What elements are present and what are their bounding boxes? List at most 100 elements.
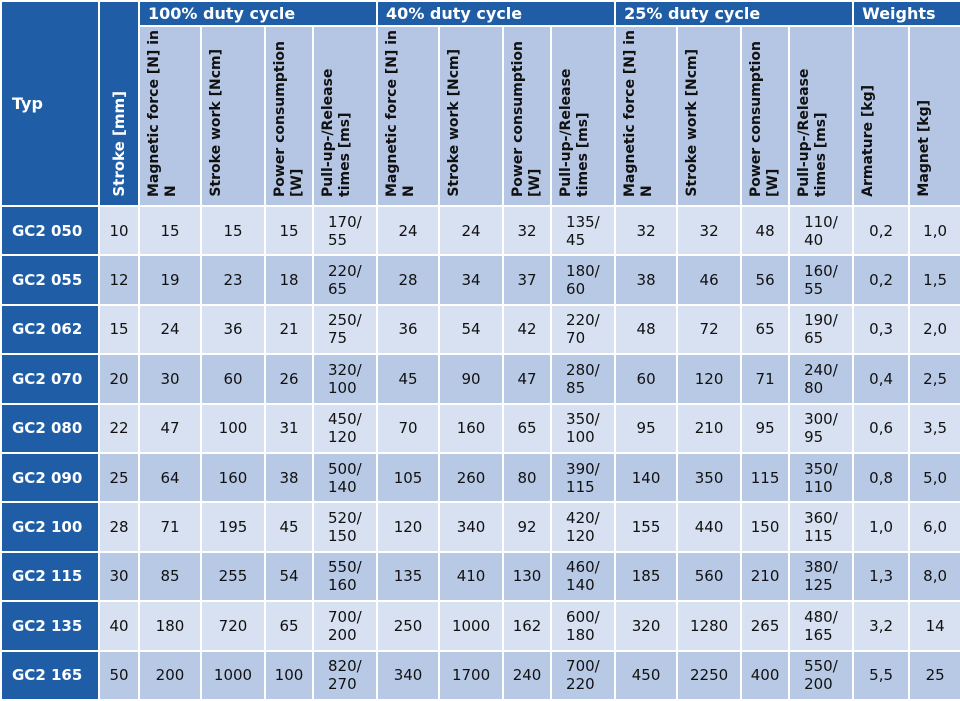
- type-cell: GC2 115: [0, 550, 100, 603]
- magnet-weight-cell: 25: [908, 649, 960, 701]
- stroke-work-cell: 54: [438, 303, 505, 356]
- magnet-weight-cell: 1,5: [908, 254, 960, 306]
- column-header-row: Magnetic force [N] in N Stroke work [Ncm…: [1, 25, 960, 207]
- pull-release-cell: 700/ 200: [311, 600, 379, 652]
- col-header-pull-release-25: Pull-up-/Release times [ms]: [788, 25, 855, 207]
- magnet-weight-cell: 14: [908, 600, 960, 652]
- magnetic-force-cell: 60: [614, 353, 679, 405]
- power-consumption-cell: 130: [502, 550, 553, 603]
- col-header-stroke-work-40: Stroke work [Ncm]: [438, 25, 505, 207]
- stroke-work-cell: 260: [438, 451, 505, 504]
- power-consumption-cell: 80: [502, 451, 553, 504]
- pull-release-cell: 600/ 180: [550, 600, 617, 652]
- stroke-work-cell: 100: [200, 402, 266, 454]
- table-row: GC2 090 25 64 160 38 500/ 140 105 260 80 390/ 115…: [0, 451, 960, 504]
- magnetic-force-cell: 120: [376, 501, 441, 553]
- stroke-cell: 30: [98, 550, 140, 603]
- type-cell: GC2 080: [0, 402, 100, 454]
- pull-release-cell: 250/ 75: [311, 303, 379, 356]
- table-row: GC2 050 10 15 15 15 170/ 55 24 24 32 135/ 45 32 32 4…: [0, 204, 960, 257]
- magnet-weight-cell: 2,5: [908, 353, 960, 405]
- magnetic-force-cell: 200: [138, 649, 202, 701]
- stroke-work-cell: 340: [438, 501, 505, 553]
- pull-release-cell: 390/ 115: [550, 451, 617, 504]
- table-row: GC2 070 20 30 60 26 320/ 100 45 90 47 280/ 85 60 12…: [0, 353, 960, 405]
- pull-release-cell: 320/ 100: [311, 353, 379, 405]
- pull-release-cell: 360/ 115: [788, 501, 855, 553]
- magnetic-force-cell: 70: [376, 402, 441, 454]
- power-consumption-cell: 38: [264, 451, 314, 504]
- stroke-work-cell: 36: [200, 303, 266, 356]
- magnetic-force-cell: 250: [376, 600, 441, 652]
- pull-release-cell: 520/ 150: [311, 501, 379, 553]
- pull-release-cell: 350/ 100: [550, 402, 617, 454]
- col-header-stroke-work-25: Stroke work [Ncm]: [676, 25, 743, 207]
- col-header-stroke-work-100: Stroke work [Ncm]: [200, 25, 266, 207]
- stroke-work-cell: 23: [200, 254, 266, 306]
- magnet-weight-cell: 3,5: [908, 402, 960, 454]
- power-consumption-cell: 65: [502, 402, 553, 454]
- stroke-cell: 28: [98, 501, 140, 553]
- armature-weight-cell: 0,4: [852, 353, 911, 405]
- stroke-work-cell: 1000: [200, 649, 266, 701]
- pull-release-cell: 700/ 220: [550, 649, 617, 701]
- power-consumption-cell: 71: [740, 353, 791, 405]
- stroke-work-cell: 255: [200, 550, 266, 603]
- group-header-100: 100% duty cycle: [137, 0, 379, 27]
- armature-weight-cell: 0,8: [852, 451, 911, 504]
- pull-release-cell: 170/ 55: [311, 204, 379, 257]
- table-row: GC2 055 12 19 23 18 220/ 65 28 34 37 180/ 60 38 46 5…: [0, 254, 960, 306]
- pull-release-cell: 480/ 165: [788, 600, 855, 652]
- pull-release-cell: 110/ 40: [788, 204, 855, 257]
- stroke-work-cell: 15: [200, 204, 266, 257]
- power-consumption-cell: 37: [502, 254, 553, 306]
- magnet-weight-cell: 1,0: [908, 204, 960, 257]
- table-row: GC2 100 28 71 195 45 520/ 150 120 340 92 420/ 120…: [0, 501, 960, 553]
- col-header-magnetic-force-100: Magnetic force [N] in N: [138, 25, 202, 207]
- magnetic-force-cell: 24: [138, 303, 202, 356]
- pull-release-cell: 280/ 85: [550, 353, 617, 405]
- table-row: GC2 062 15 24 36 21 250/ 75 36 54 42 220/ 70 48 72 6…: [0, 303, 960, 356]
- type-cell: GC2 070: [0, 353, 100, 405]
- stroke-work-cell: 32: [676, 204, 743, 257]
- magnetic-force-cell: 85: [138, 550, 202, 603]
- pull-release-cell: 550/ 200: [788, 649, 855, 701]
- power-consumption-cell: 45: [264, 501, 314, 553]
- power-consumption-cell: 56: [740, 254, 791, 306]
- stroke-work-cell: 72: [676, 303, 743, 356]
- typ-header: Typ: [0, 0, 100, 207]
- stroke-work-cell: 46: [676, 254, 743, 306]
- magnetic-force-cell: 32: [614, 204, 679, 257]
- power-consumption-cell: 65: [264, 600, 314, 652]
- table-row: GC2 165 50 200 1000 100 820/ 270 340 1700 240 700…: [0, 649, 960, 701]
- power-consumption-cell: 32: [502, 204, 553, 257]
- col-header-power-40: Power consumption [W]: [502, 25, 553, 207]
- pull-release-cell: 135/ 45: [550, 204, 617, 257]
- magnetic-force-cell: 15: [138, 204, 202, 257]
- stroke-cell: 20: [98, 353, 140, 405]
- type-cell: GC2 062: [0, 303, 100, 356]
- pull-release-cell: 350/ 110: [788, 451, 855, 504]
- power-consumption-cell: 31: [264, 402, 314, 454]
- col-header-magnetic-force-25: Magnetic force [N] in N: [614, 25, 679, 207]
- power-consumption-cell: 26: [264, 353, 314, 405]
- power-consumption-cell: 48: [740, 204, 791, 257]
- power-consumption-cell: 265: [740, 600, 791, 652]
- col-header-magnet: Magnet [kg]: [908, 25, 960, 207]
- type-cell: GC2 090: [0, 451, 100, 504]
- magnetic-force-cell: 47: [138, 402, 202, 454]
- power-consumption-cell: 18: [264, 254, 314, 306]
- table-body: GC2 050 10 15 15 15 170/ 55 24 24 32 135/ 45 32 32 4…: [0, 204, 960, 701]
- magnet-weight-cell: 2,0: [908, 303, 960, 356]
- pull-release-cell: 190/ 65: [788, 303, 855, 356]
- magnet-weight-cell: 6,0: [908, 501, 960, 553]
- stroke-work-cell: 1700: [438, 649, 505, 701]
- magnetic-force-cell: 64: [138, 451, 202, 504]
- stroke-work-cell: 410: [438, 550, 505, 603]
- magnetic-force-cell: 105: [376, 451, 441, 504]
- magnetic-force-cell: 36: [376, 303, 441, 356]
- stroke-cell: 15: [98, 303, 140, 356]
- col-header-magnetic-force-40: Magnetic force [N] in N: [376, 25, 441, 207]
- stroke-work-cell: 350: [676, 451, 743, 504]
